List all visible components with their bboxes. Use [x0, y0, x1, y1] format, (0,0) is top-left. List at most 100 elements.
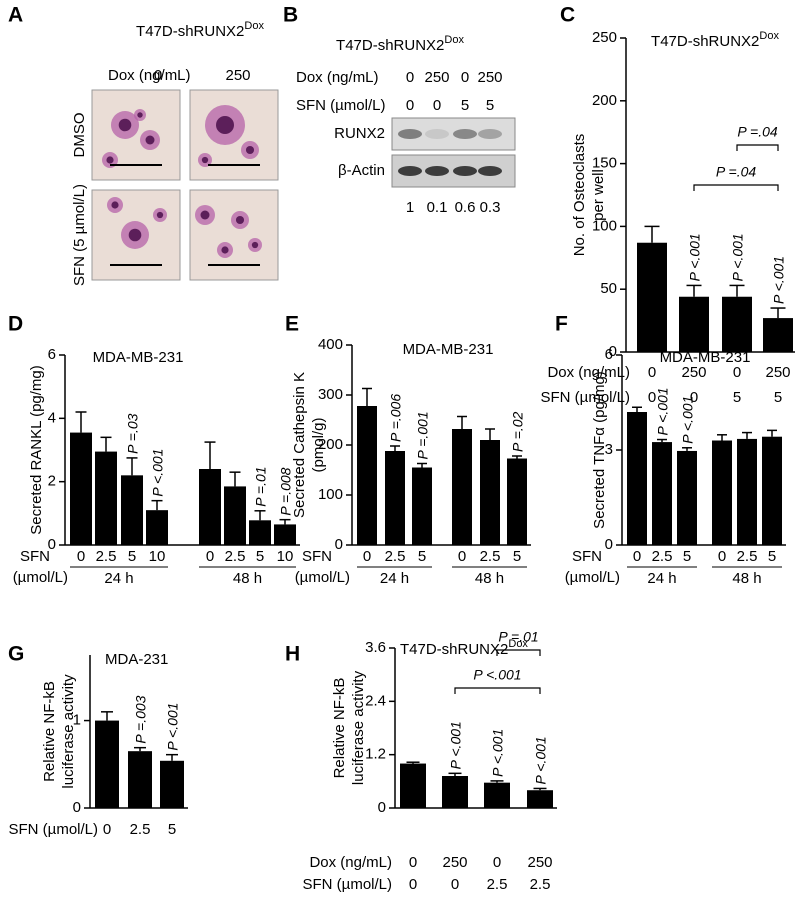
x-tick-label: 0 — [718, 548, 726, 565]
y-tick-label: 200 — [318, 436, 343, 453]
x-tick-label: 2.5 — [530, 876, 551, 893]
row-name: SFN (µmol/L) — [296, 97, 385, 114]
title-text: T47D-shRUNX2 — [336, 37, 444, 54]
title-superscript: Dox — [444, 34, 464, 46]
nucleus — [201, 156, 209, 164]
bar — [507, 458, 527, 545]
bar — [146, 510, 168, 545]
nucleus — [111, 201, 119, 209]
bar — [527, 790, 553, 808]
row-value: 0 — [406, 69, 414, 86]
x-tick-label: 5 — [513, 548, 521, 565]
x-tick-label: 0 — [690, 389, 698, 406]
nucleus — [137, 112, 143, 118]
nucleus — [251, 241, 259, 249]
y-tick-label: 6 — [48, 346, 56, 363]
quantification: 0.6 — [455, 199, 476, 216]
x-tick-label: 2.5 — [652, 548, 673, 565]
row-name: (µmol/L) — [295, 569, 350, 586]
bar — [637, 242, 667, 352]
p-value: P <.001 — [165, 703, 181, 751]
bracket — [454, 687, 541, 694]
panel-label: F — [555, 313, 568, 336]
row-value: 5 — [461, 97, 469, 114]
band — [425, 129, 449, 139]
y-tick-label: 0 — [48, 536, 56, 553]
p-value: P =.01 — [253, 466, 269, 506]
title-superscript: Dox — [244, 20, 264, 32]
bracket-label: P =.04 — [716, 164, 757, 180]
row-value: 5 — [486, 97, 494, 114]
x-tick-label: 0 — [103, 821, 111, 838]
y-tick-label: 150 — [592, 155, 617, 172]
row-value: 0 — [461, 69, 469, 86]
panel-label: A — [8, 4, 23, 27]
quantification: 1 — [406, 199, 414, 216]
row-name: Dox (ng/mL) — [296, 69, 379, 86]
p-value: P =.008 — [278, 467, 294, 515]
bracket — [693, 184, 779, 191]
x-tick-label: 10 — [149, 548, 166, 565]
nucleus — [245, 145, 255, 155]
p-value: P <.001 — [150, 449, 166, 497]
row-name: SFN (µmol/L) — [303, 876, 392, 893]
bar — [400, 763, 426, 808]
group-label: 48 h — [233, 570, 262, 587]
bar — [249, 520, 271, 545]
bar — [412, 467, 432, 545]
bar — [677, 450, 697, 545]
panel-label: B — [283, 4, 298, 27]
bar — [385, 451, 405, 545]
band — [453, 166, 477, 176]
bar — [763, 318, 793, 352]
nucleus — [118, 118, 132, 132]
x-tick-label: 250 — [765, 364, 790, 381]
row-name: SFN — [572, 548, 602, 565]
x-tick-label: 250 — [681, 364, 706, 381]
column-header: Dox (ng/mL) — [108, 67, 191, 84]
panel-title: T47D-shRUNX2Dox — [136, 20, 264, 40]
bar — [679, 296, 709, 352]
p-value: P <.001 — [730, 233, 746, 281]
y-axis-label: Secreted Cathepsin K — [291, 372, 308, 518]
nucleus — [221, 246, 229, 254]
bar — [652, 442, 672, 545]
x-tick-label: 0 — [451, 876, 459, 893]
row-label: DMSO — [71, 113, 88, 158]
title-text: T47D-shRUNX2 — [400, 641, 508, 658]
x-tick-label: 2.5 — [96, 548, 117, 565]
title-text: MDA-MB-231 — [403, 341, 494, 358]
title-superscript: Dox — [759, 30, 779, 42]
y-axis-label: luciferase activity — [350, 670, 367, 785]
y-tick-label: 0 — [609, 343, 617, 360]
p-value: P <.001 — [680, 396, 696, 444]
row-name: Dox (ng/mL) — [547, 364, 630, 381]
bar — [160, 760, 184, 808]
x-tick-label: 5 — [418, 548, 426, 565]
column-label: 0 — [154, 67, 162, 84]
p-value: P =.03 — [125, 413, 141, 454]
y-axis-label: Secreted TNFα (pg/mg) — [591, 371, 608, 529]
x-tick-label: 250 — [442, 854, 467, 871]
y-tick-label: 3 — [605, 441, 613, 458]
x-tick-label: 2.5 — [130, 821, 151, 838]
bar — [627, 412, 647, 545]
x-tick-label: 2.5 — [737, 548, 758, 565]
bar — [128, 751, 152, 808]
x-tick-label: 0 — [77, 548, 85, 565]
y-axis-label: Relative NF-kB — [331, 678, 348, 779]
title-text: MDA-231 — [105, 651, 168, 668]
row-name: (µmol/L) — [565, 569, 620, 586]
x-tick-label: 5 — [768, 548, 776, 565]
bar — [95, 451, 117, 545]
y-tick-label: 3.6 — [365, 639, 386, 656]
y-tick-label: 100 — [592, 217, 617, 234]
micrograph — [91, 89, 181, 181]
bar — [442, 776, 468, 808]
p-value: P =.001 — [415, 411, 431, 459]
bar — [762, 436, 782, 545]
x-tick-label: 0 — [648, 364, 656, 381]
p-value: P <.001 — [448, 721, 464, 769]
bar — [480, 440, 500, 545]
band — [453, 129, 477, 139]
